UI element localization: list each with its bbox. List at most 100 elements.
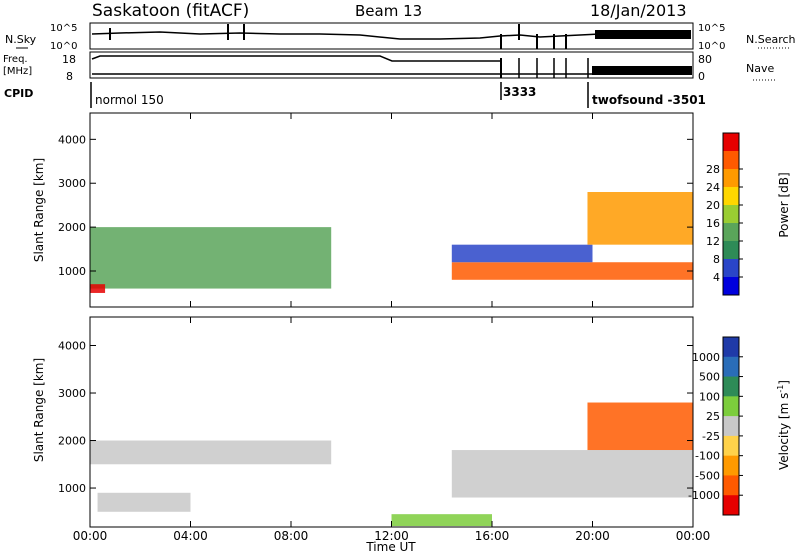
velocity-colorbar-swatch-5 <box>723 416 739 437</box>
velocity-colorbar-swatch-1 <box>723 337 739 358</box>
nsky-block-end <box>595 30 691 39</box>
freq-panel-frame <box>89 51 694 79</box>
xtick-label-5: 16:00 <box>475 529 510 543</box>
nsky-tick-top-left: 10^5 <box>50 23 77 34</box>
beam-title: Beam 13 <box>355 2 422 20</box>
nave-tick-top: 80 <box>698 53 712 66</box>
xtick-label-1: 00:00 <box>73 529 108 543</box>
velocity-colorbar-swatch-2 <box>723 356 739 378</box>
power-echo-band-4 <box>451 244 593 263</box>
power-colorbar: 4 8 12 16 20 24 28 <box>706 132 743 296</box>
velocity-echo-band-3 <box>451 450 693 498</box>
velocity-colorbar-tick-label-5: -25 <box>702 430 720 443</box>
velocity-ytick-label-3: 3000 <box>58 387 86 400</box>
power-colorbar-label: Power [dB] <box>777 172 791 237</box>
velocity-colorbar-tick-label-2: 500 <box>699 371 720 384</box>
nsky-tick-top-right: 10^5 <box>698 23 725 34</box>
power-colorbar-tick-label-3: 12 <box>706 235 720 248</box>
freq-label: Freq. <box>3 54 28 65</box>
nsearch-label: N.Search <box>746 33 796 46</box>
power-colorbar-swatch-5 <box>723 205 739 224</box>
power-colorbar-tick-label-2: 8 <box>713 253 720 266</box>
xtick-label-7: 00:00 <box>676 529 711 543</box>
velocity-colorbar-swatch-9 <box>723 495 739 516</box>
nsky-tick-bottom-left: 10^0 <box>50 41 77 52</box>
power-echo-band-1 <box>90 227 332 289</box>
power-colorbar-swatch-4 <box>723 187 739 206</box>
power-panel: 1000 2000 3000 4000 Slant Range [km] 4 8 12 16… <box>32 112 791 308</box>
power-colorbar-swatch-3 <box>723 169 739 188</box>
power-colorbar-tick-label-5: 20 <box>706 199 720 212</box>
velocity-colorbar-tick-label-4: 25 <box>706 410 720 423</box>
velocity-colorbar-tick-label-7: -500 <box>695 469 720 482</box>
power-colorbar-tick-label-7: 28 <box>706 163 720 176</box>
velocity-colorbar-label-main: Velocity [m s <box>777 393 791 470</box>
power-colorbar-swatch-7 <box>723 241 739 260</box>
xtick-label-3: 08:00 <box>274 529 309 543</box>
power-colorbar-swatch-9 <box>723 277 739 296</box>
velocity-ytick-label-1: 1000 <box>58 482 86 495</box>
station-title: Saskatoon (fitACF) <box>92 1 249 21</box>
power-colorbar-swatch-1 <box>723 133 739 152</box>
velocity-colorbar-label-close: ] <box>777 380 791 385</box>
velocity-echo-band-2 <box>97 492 191 512</box>
power-colorbar-tick-label-1: 4 <box>713 271 720 284</box>
velocity-colorbar-tick-label-1: 1000 <box>692 351 720 364</box>
xtick-label-6: 20:00 <box>575 529 610 543</box>
velocity-colorbar-swatch-6 <box>723 435 739 457</box>
cpid-label: CPID <box>4 87 33 100</box>
power-echo-band-2 <box>90 284 106 293</box>
power-ytick-label-2: 2000 <box>58 221 86 234</box>
velocity-ytick-label-4: 4000 <box>58 340 86 353</box>
velocity-ylabel: Slant Range [km] <box>32 358 46 462</box>
power-echo-band-5 <box>587 192 693 245</box>
nave-tick-bottom: 0 <box>698 70 705 83</box>
velocity-colorbar-tick-label-8: -1000 <box>688 489 720 502</box>
velocity-colorbar: 1000 500 100 25 -25 -100 -500 -1000 <box>688 336 743 516</box>
power-colorbar-swatch-2 <box>723 151 739 170</box>
nsky-panel-frame <box>89 22 694 50</box>
xtick-label-4: 12:00 <box>374 529 409 543</box>
velocity-colorbar-frame <box>722 336 740 516</box>
date-title: 18/Jan/2013 <box>590 1 687 20</box>
nave-block <box>592 66 692 75</box>
velocity-colorbar-swatch-7 <box>723 455 739 476</box>
power-ytick-label-1: 1000 <box>58 265 86 278</box>
velocity-colorbar-swatch-4 <box>723 396 739 417</box>
power-colorbar-frame <box>722 132 740 296</box>
velocity-echo-band-5 <box>391 514 492 527</box>
freq-trace <box>91 55 500 62</box>
power-colorbar-tick-label-6: 24 <box>706 181 720 194</box>
cpid-segment-1: normol 150 <box>95 93 164 107</box>
power-ytick-label-4: 4000 <box>58 133 86 146</box>
velocity-echo-band-1 <box>90 440 332 465</box>
velocity-colorbar-swatch-8 <box>723 475 739 496</box>
nave-label: Nave <box>746 62 774 75</box>
velocity-colorbar-tick-label-6: -100 <box>695 450 720 463</box>
velocity-colorbar-tick-label-3: 100 <box>699 390 720 403</box>
cpid-segment-2: 3333 <box>503 85 536 99</box>
freq-unit: [MHz] <box>3 66 32 77</box>
time-axis-label: Time UT <box>365 540 416 554</box>
nsky-tick-bottom-right: 10^0 <box>698 41 725 52</box>
velocity-echo-band-4 <box>587 402 693 451</box>
freq-tick-bottom: 8 <box>66 70 73 83</box>
velocity-colorbar-label-exponent: -1 <box>776 385 785 393</box>
velocity-ytick-label-2: 2000 <box>58 435 86 448</box>
velocity-colorbar-label: Velocity [m s-1] <box>776 380 791 470</box>
velocity-echoes <box>90 402 693 527</box>
xtick-label-2: 04:00 <box>173 529 208 543</box>
power-colorbar-swatch-8 <box>723 259 739 278</box>
nsky-label: N.Sky <box>5 33 37 46</box>
power-colorbar-swatch-6 <box>723 223 739 242</box>
summary-panel: N.Sky 10^5 10^0 10^5 10^0 N.Search Freq.… <box>3 22 796 108</box>
power-echo-band-3 <box>451 262 693 280</box>
freq-tick-top: 18 <box>62 53 76 66</box>
power-echoes <box>90 192 693 293</box>
cpid-segment-3: twofsound -3501 <box>592 93 706 107</box>
velocity-colorbar-swatch-3 <box>723 376 739 397</box>
power-ytick-label-3: 3000 <box>58 177 86 190</box>
power-ylabel: Slant Range [km] <box>32 158 46 262</box>
velocity-panel: 1000 2000 3000 4000 Slant Range [km] 1000 50… <box>32 113 791 554</box>
